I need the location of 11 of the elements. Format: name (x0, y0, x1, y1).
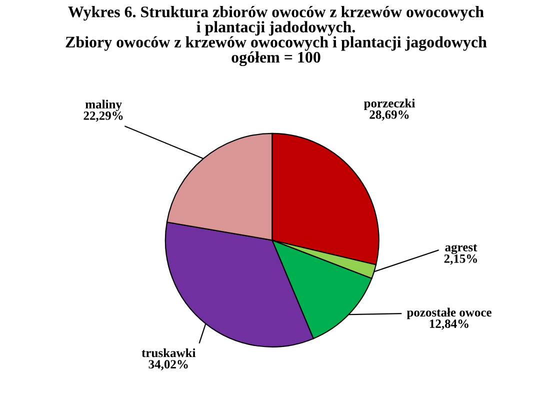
data-label: 2,15% (444, 254, 478, 265)
slice-label: maliny (85, 100, 122, 112)
slice-label: porzeczki (364, 98, 416, 110)
data-label: 22,29% (84, 111, 123, 122)
data-label: 28,69% (370, 110, 409, 121)
data-label: 34,02% (148, 360, 188, 370)
slice-label: truskawki (142, 348, 196, 358)
chart-title: Wykres 6. Struktura zbiorów owoców z krzewów owocowych i plantacji jadodowych. Zbiory owoców z krzewów owocowych i plantacji jagodowych ogółem = 100 (66, 6, 487, 66)
data-label: 12,84% (430, 320, 468, 330)
slice-label: pozostałe owoce (406, 308, 492, 320)
slice-label: agrest (445, 244, 478, 254)
